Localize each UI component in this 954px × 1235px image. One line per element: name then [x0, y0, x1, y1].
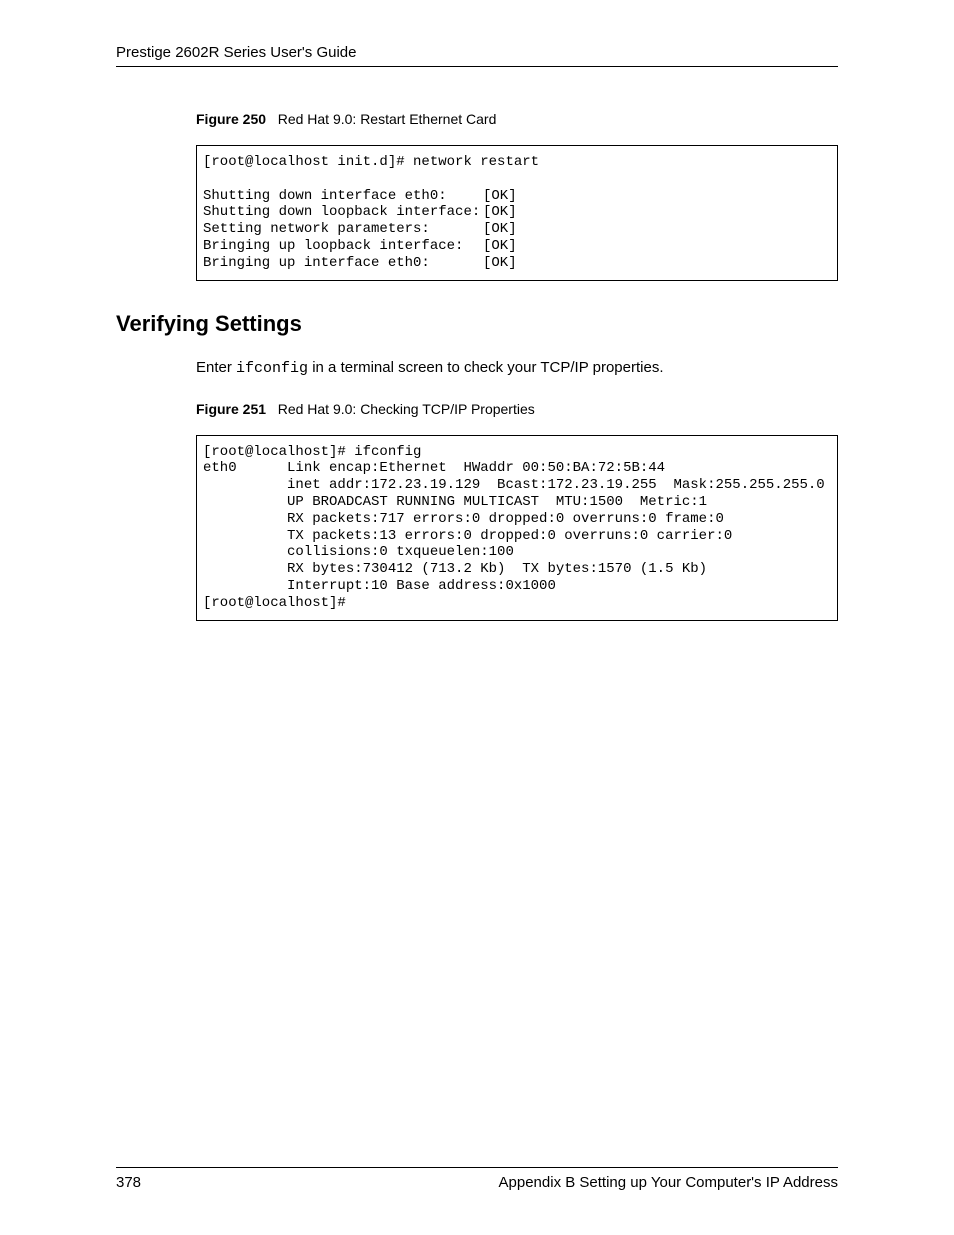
output-row: Shutting down loopback interface:[OK]	[203, 204, 831, 221]
section-heading: Verifying Settings	[116, 311, 838, 337]
output-left: Shutting down interface eth0:	[203, 188, 483, 205]
page-number: 378	[116, 1174, 141, 1191]
figure-250-caption-text: Red Hat 9.0: Restart Ethernet Card	[278, 111, 497, 127]
output-row: Setting network parameters:[OK]	[203, 221, 831, 238]
output-left: Bringing up interface eth0:	[203, 255, 483, 272]
code-prompt: [root@localhost init.d]# network restart	[203, 154, 831, 171]
figure-251-label: Figure 251	[196, 401, 266, 417]
output-row: Bringing up loopback interface:[OK]	[203, 238, 831, 255]
body-paragraph: Enter ifconfig in a terminal screen to c…	[196, 359, 838, 377]
figure-250-codebox: [root@localhost init.d]# network restart…	[196, 145, 838, 281]
output-row: Bringing up interface eth0:[OK]	[203, 255, 831, 272]
output-left: Shutting down loopback interface:	[203, 204, 483, 221]
output-status: [OK]	[483, 204, 517, 221]
figure-251-codebox: [root@localhost]# ifconfig eth0 Link enc…	[196, 435, 838, 621]
footer-right: Appendix B Setting up Your Computer's IP…	[499, 1174, 838, 1191]
figure-250-label: Figure 250	[196, 111, 266, 127]
figure-251-caption: Figure 251 Red Hat 9.0: Checking TCP/IP …	[196, 401, 838, 417]
figure-251-caption-text: Red Hat 9.0: Checking TCP/IP Properties	[278, 401, 535, 417]
para-pre: Enter	[196, 359, 236, 376]
figure-250-caption: Figure 250 Red Hat 9.0: Restart Ethernet…	[196, 111, 838, 127]
para-post: in a terminal screen to check your TCP/I…	[308, 359, 663, 376]
output-status: [OK]	[483, 188, 517, 205]
output-status: [OK]	[483, 255, 517, 272]
output-left: Bringing up loopback interface:	[203, 238, 483, 255]
page-header: Prestige 2602R Series User's Guide	[116, 44, 838, 67]
header-title: Prestige 2602R Series User's Guide	[116, 44, 356, 61]
output-status: [OK]	[483, 238, 517, 255]
output-row: Shutting down interface eth0:[OK]	[203, 188, 831, 205]
page-footer: 378 Appendix B Setting up Your Computer'…	[116, 1167, 838, 1191]
para-command: ifconfig	[236, 360, 308, 377]
output-status: [OK]	[483, 221, 517, 238]
output-left: Setting network parameters:	[203, 221, 483, 238]
